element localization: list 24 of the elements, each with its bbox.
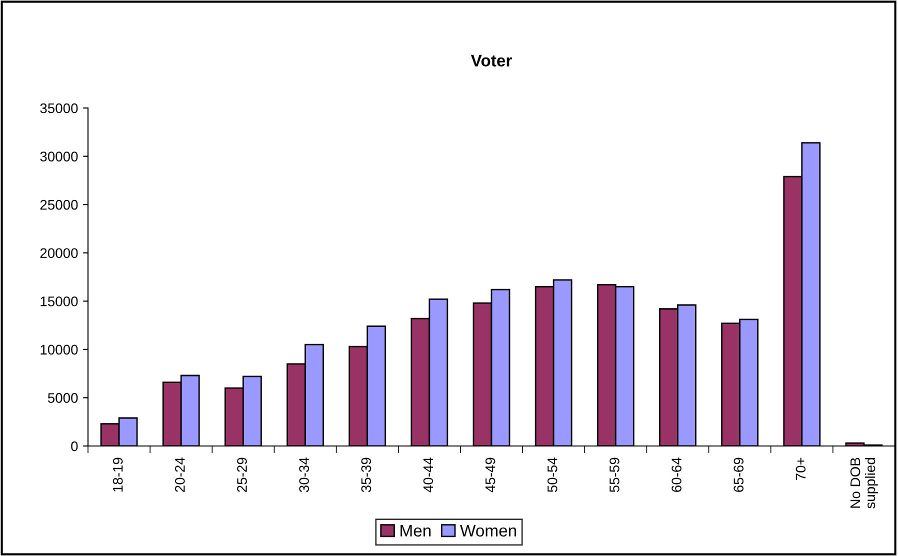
y-tick-label: 25000 xyxy=(40,200,78,210)
y-tick-label: 20000 xyxy=(40,248,78,258)
x-tick-label: 18-19 xyxy=(112,458,123,492)
x-tick-label: 40-44 xyxy=(423,458,434,492)
x-tick-label: 70+ xyxy=(796,458,806,480)
x-tick-label: 60-64 xyxy=(672,458,682,492)
legend-label: Women xyxy=(460,524,516,537)
chart-title: Voter xyxy=(470,54,512,66)
y-tick-label: 5000 xyxy=(48,393,78,403)
x-tick-label: 30-34 xyxy=(299,458,309,492)
y-tick-label: 35000 xyxy=(40,103,78,114)
x-tick-label: No DOB supplied xyxy=(850,458,878,508)
x-tick-label: 55-59 xyxy=(610,458,620,492)
y-tick-label: 0 xyxy=(71,441,78,452)
y-tick-label: 15000 xyxy=(40,296,78,306)
x-tick-label: 25-29 xyxy=(237,458,247,492)
legend-label: Men xyxy=(400,524,431,537)
y-tick-label: 10000 xyxy=(40,344,78,355)
x-tick-label: 20-24 xyxy=(175,458,185,492)
x-tick-label: 65-69 xyxy=(734,458,744,492)
y-tick-label: 30000 xyxy=(40,152,78,162)
x-tick-label: 45-49 xyxy=(485,458,496,492)
x-tick-label: 50-54 xyxy=(547,458,558,492)
x-tick-label: 35-39 xyxy=(361,458,372,492)
